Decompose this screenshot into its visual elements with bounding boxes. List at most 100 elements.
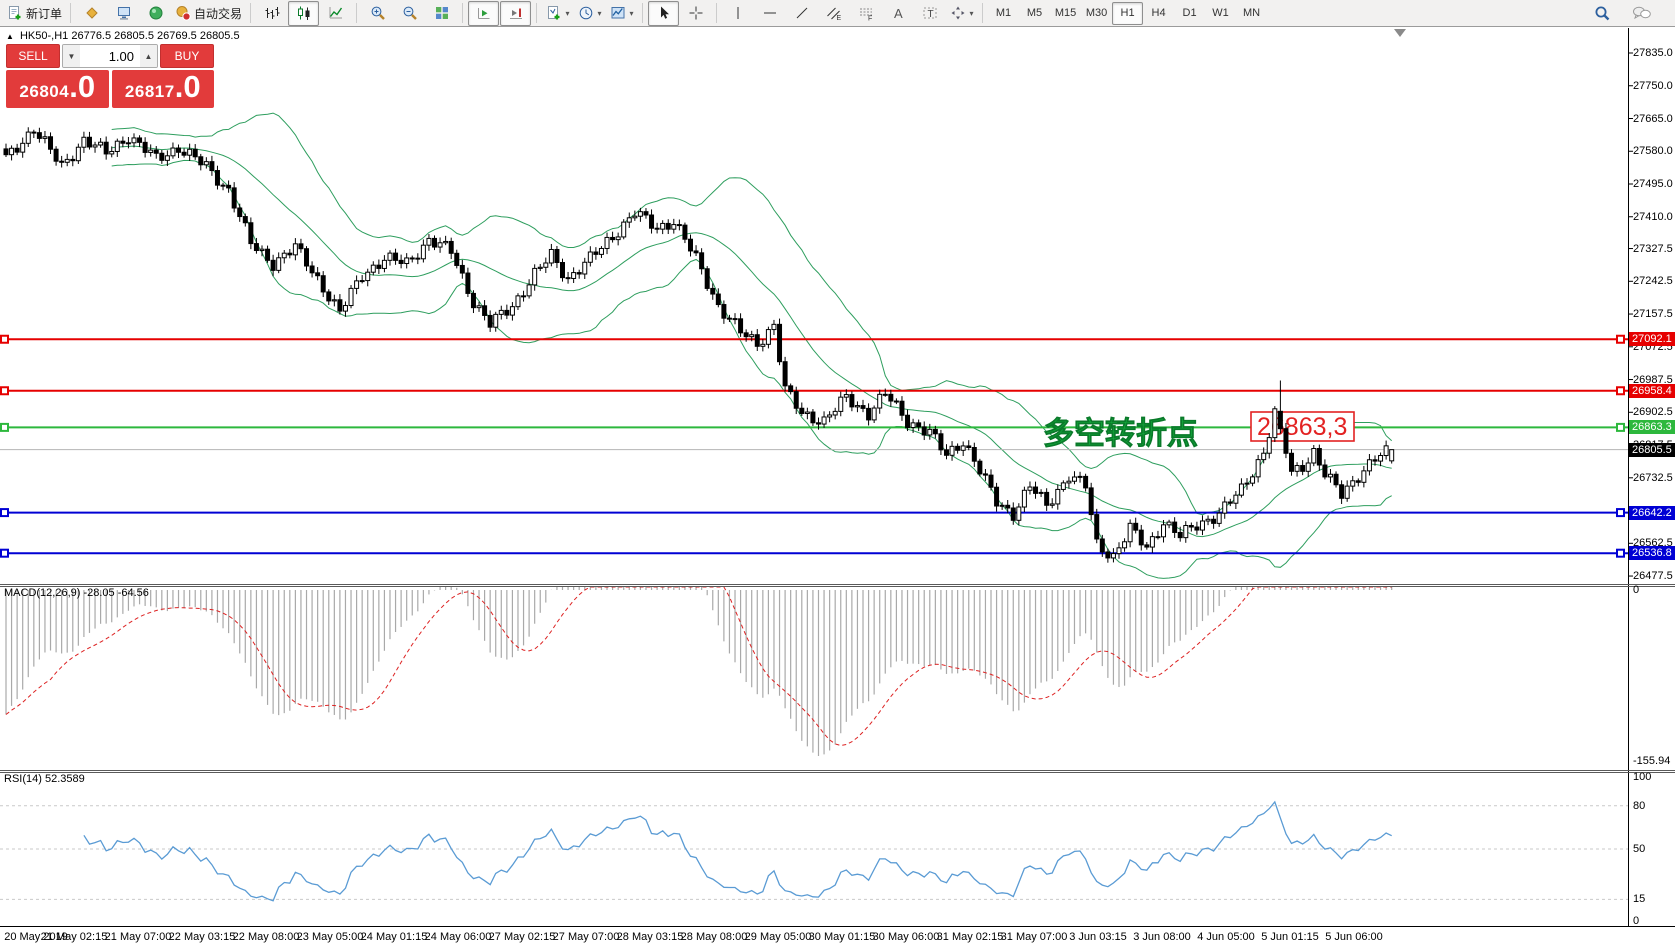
trendline-button[interactable] <box>786 1 817 26</box>
time-tick-label: 30 May 06:00 <box>872 931 940 943</box>
volume-decrease-button[interactable]: ▼ <box>63 45 80 67</box>
price-tick-label: 27665.0 <box>1633 112 1673 125</box>
new-order-button[interactable]: 新订单 <box>4 1 65 26</box>
buy-price-display[interactable]: 26817 .0 <box>111 69 214 108</box>
line-drag-handle[interactable] <box>1616 422 1625 432</box>
time-tick-label: 29 May 05:00 <box>744 931 812 943</box>
volume-increase-button[interactable]: ▲ <box>140 45 157 67</box>
price-tick-label: 27327.5 <box>1633 242 1673 255</box>
timeframe-button-m30[interactable]: M30 <box>1085 7 1108 19</box>
price-tick-label: 27157.5 <box>1633 308 1673 321</box>
timeframe-button-h1[interactable]: H1 <box>1112 1 1144 25</box>
svg-text:F: F <box>868 16 872 22</box>
line-chart-button[interactable] <box>320 1 351 26</box>
line-drag-handle[interactable] <box>1616 508 1625 518</box>
buy-price-fraction: .0 <box>174 69 201 104</box>
line-drag-handle[interactable] <box>0 548 9 558</box>
timeframe-button-m15[interactable]: M15 <box>1054 7 1077 19</box>
sell-price-display[interactable]: 26804 .0 <box>6 70 109 108</box>
zoom-out-button[interactable] <box>394 1 425 26</box>
tile-windows-icon <box>434 5 450 21</box>
rsi-line <box>83 800 1392 902</box>
toolbar-separator <box>462 3 464 23</box>
time-tick-label: 21 May 02:15 <box>40 931 108 943</box>
chat-icon <box>1632 5 1652 21</box>
price-tick-label: 27410.0 <box>1633 210 1673 223</box>
new-order-icon <box>7 5 23 21</box>
symbol-period-label: HK50-,H1 <box>19 30 69 42</box>
time-tick-label: 24 May 06:00 <box>424 931 492 943</box>
time-tick-label: 21 May 07:00 <box>104 931 172 943</box>
bar-chart-icon <box>264 5 280 21</box>
price-level-label: 26642.2 <box>1629 505 1675 520</box>
rsi-scale-label: 100 <box>1633 771 1652 783</box>
bollinger-band-line <box>111 145 1392 538</box>
chart-shift-button[interactable] <box>500 0 532 26</box>
buy-button[interactable]: BUY <box>160 44 214 68</box>
bar-chart-button[interactable] <box>256 1 287 26</box>
line-drag-handle[interactable] <box>0 508 9 518</box>
price-tick-label: 27242.5 <box>1633 275 1673 288</box>
chat-button[interactable] <box>1626 1 1657 26</box>
cursor-icon <box>656 5 672 21</box>
arrows-button[interactable]: ▾ <box>946 1 977 26</box>
price-tick-label: 27580.0 <box>1633 145 1673 158</box>
label-button[interactable]: T <box>914 1 945 26</box>
auto-scroll-button[interactable] <box>468 0 500 26</box>
chart-shift-icon <box>508 5 524 21</box>
crosshair-button[interactable] <box>680 1 711 26</box>
text-button[interactable]: A <box>882 1 913 26</box>
channel-button[interactable]: E <box>818 1 849 26</box>
buy-price-main: 26817 <box>124 82 175 101</box>
search-button[interactable] <box>1587 1 1618 26</box>
sell-button[interactable]: SELL <box>6 44 60 68</box>
collapse-panel-icon[interactable]: ▲ <box>6 32 14 41</box>
time-tick-label: 4 Jun 05:00 <box>1197 931 1255 943</box>
price-tick-label: 26477.5 <box>1633 570 1673 583</box>
line-drag-handle[interactable] <box>0 386 9 396</box>
timeframe-button-mn[interactable]: MN <box>1242 7 1261 19</box>
line-drag-handle[interactable] <box>1616 548 1625 558</box>
svg-text:T: T <box>927 9 933 20</box>
time-tick-label: 28 May 08:00 <box>680 931 748 943</box>
horizontal-line-button[interactable] <box>754 1 785 26</box>
chart-window-button[interactable] <box>108 1 139 26</box>
line-drag-handle[interactable] <box>0 422 9 432</box>
fibonacci-button[interactable]: F <box>850 1 881 26</box>
price-tick-label: 27495.0 <box>1633 178 1673 190</box>
periods-button[interactable]: ▾ <box>574 1 605 26</box>
autotrading-button[interactable]: 自动交易 <box>172 1 245 26</box>
fibonacci-icon: F <box>858 5 874 21</box>
time-axis[interactable]: 20 May 2019 21 May 02:15 21 May 07:00 22 Ma… <box>0 927 1675 950</box>
candlestick-chart-button[interactable] <box>288 0 320 26</box>
timeframe-button-w1[interactable]: W1 <box>1212 7 1229 19</box>
zoom-in-icon <box>370 5 386 21</box>
timeframe-button-d1[interactable]: D1 <box>1182 7 1197 19</box>
vertical-line-button[interactable] <box>722 1 753 26</box>
timeframe-group: M1 M5 M15 M30 H1 H4 D1 W1 MN <box>988 1 1267 25</box>
toolbar-separator <box>642 3 644 23</box>
templates-button[interactable]: ▾ <box>606 1 637 26</box>
line-drag-handle[interactable] <box>1616 386 1625 396</box>
cursor-button[interactable] <box>648 0 680 26</box>
line-drag-handle[interactable] <box>1616 334 1625 344</box>
timeframe-button-h4[interactable]: H4 <box>1151 7 1166 19</box>
volume-input[interactable] <box>80 45 140 67</box>
indicators-button[interactable]: ▾ <box>542 1 573 26</box>
data-window-button[interactable] <box>140 1 171 26</box>
timeframe-button-m5[interactable]: M5 <box>1026 7 1043 19</box>
price-tick-label: 26987.5 <box>1633 373 1673 386</box>
zoom-in-button[interactable] <box>362 1 393 26</box>
toolbar-separator <box>982 3 984 23</box>
toolbar-separator <box>250 3 252 23</box>
line-drag-handle[interactable] <box>0 334 9 344</box>
market-watch-button[interactable] <box>76 1 107 26</box>
rsi-scale-label: 15 <box>1633 893 1646 906</box>
timeframe-button-m1[interactable]: M1 <box>995 7 1012 19</box>
tile-windows-button[interactable] <box>426 1 457 26</box>
trend-annotation-text: 多空转折点 <box>1043 416 1198 452</box>
time-tick-label: 28 May 03:15 <box>616 931 684 943</box>
macd-title: MACD(12,26,9) -28.05 -64.56 <box>4 587 149 599</box>
svg-text:E: E <box>836 15 841 21</box>
